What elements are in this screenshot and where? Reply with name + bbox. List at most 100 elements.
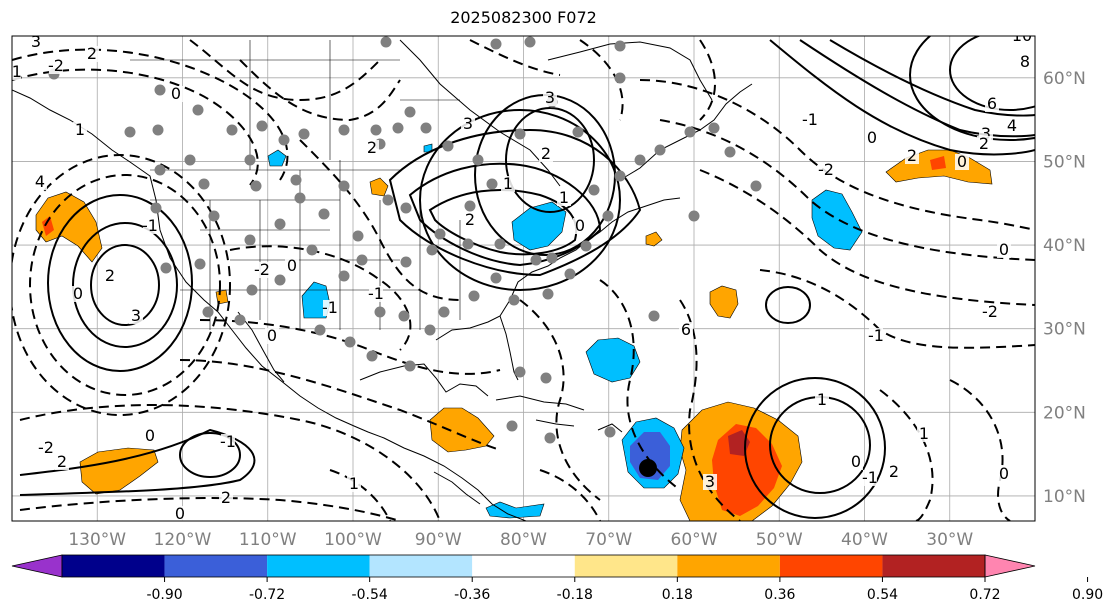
contour-label-bg <box>703 474 717 490</box>
station-marker <box>400 256 412 268</box>
contour-label-bg <box>985 96 999 112</box>
latitude-labels: 60°N 50°N 40°N 30°N 20°N 10°N <box>1043 69 1086 507</box>
contour-label: 3 <box>131 306 141 325</box>
colorbar-box <box>677 555 780 577</box>
station-marker <box>380 36 392 48</box>
station-marker <box>202 306 214 318</box>
contour-solid <box>829 39 1035 117</box>
station-marker <box>580 240 592 252</box>
station-marker <box>154 164 166 176</box>
contour-solid <box>765 286 811 324</box>
station-marker <box>602 210 614 222</box>
contour-dashed <box>599 279 681 491</box>
station-marker <box>124 126 136 138</box>
station-marker <box>572 126 584 138</box>
station-marker <box>374 306 386 318</box>
station-marker <box>274 218 286 230</box>
contour-dashed <box>519 299 601 501</box>
colorbar-tick-label: 0.36 <box>764 587 795 603</box>
colorbar-tick-label: 0.18 <box>662 587 693 603</box>
contour-label: 0 <box>287 256 297 275</box>
station-marker <box>226 124 238 136</box>
contour-dashed <box>199 319 501 375</box>
station-marker <box>150 202 162 214</box>
contour-label: 0 <box>175 504 185 523</box>
station-marker <box>542 288 554 300</box>
station-marker <box>546 252 558 264</box>
station-marker <box>154 84 166 96</box>
station-marker <box>246 284 258 296</box>
colorbar-tick-label: -0.36 <box>454 587 490 603</box>
longitude-tick-label: 90°W <box>415 530 462 550</box>
contour-label: 0 <box>867 128 877 147</box>
station-marker <box>234 314 246 326</box>
contour-label-bg <box>983 304 997 320</box>
colorbar-extend-low <box>11 554 63 578</box>
colorbar-box <box>369 555 473 577</box>
longitude-tick-label: 80°W <box>500 530 547 550</box>
contour-solid <box>949 36 1035 111</box>
contour-label: -1 <box>220 432 236 451</box>
longitude-tick-label: 40°W <box>841 530 888 550</box>
station-marker <box>508 294 520 306</box>
negative-anomaly-patch <box>423 143 433 153</box>
longitude-tick-label: 120°W <box>154 530 212 550</box>
station-marker <box>338 270 350 282</box>
contour-label-bg <box>285 258 299 274</box>
positive-anomaly-patch <box>645 231 663 247</box>
contour-label-bg <box>12 64 21 80</box>
station-marker <box>198 178 210 190</box>
colorbar-box <box>164 555 268 577</box>
contour-label-bg <box>977 136 991 152</box>
station-marker <box>366 350 378 362</box>
contour-label: 3 <box>705 472 715 491</box>
map-border <box>11 35 1036 522</box>
station-marker <box>634 154 646 166</box>
longitude-tick-label: 50°W <box>756 530 803 550</box>
contour-solid <box>179 432 241 478</box>
station-marker <box>256 120 268 132</box>
contour-label: 2 <box>87 44 97 63</box>
colorbar-extend-high <box>984 554 1036 578</box>
latitude-tick-label: 20°N <box>1043 403 1086 423</box>
contour-label: 0 <box>999 464 1009 483</box>
station-marker <box>294 192 306 204</box>
station-marker <box>400 202 412 214</box>
contour-label: 1 <box>75 120 85 139</box>
contour-label: 0 <box>267 326 277 345</box>
contour-label: 2 <box>979 134 989 153</box>
contour-solid <box>388 128 642 277</box>
contour-dashed <box>299 139 461 301</box>
contour-lines-dashed <box>12 39 1035 521</box>
contour-dashed <box>12 68 259 186</box>
contour-label-bg <box>905 148 919 164</box>
longitude-tick-label: 110°W <box>239 530 297 550</box>
station-marker <box>370 124 382 136</box>
station-marker <box>604 426 616 438</box>
contour-label: 1 <box>503 174 513 193</box>
contour-solid <box>90 244 160 326</box>
contour-label-bg <box>917 426 931 442</box>
strong-positive-anomaly-patch <box>42 216 54 236</box>
contour-label-bg <box>501 176 515 192</box>
contour-label-bg <box>369 286 383 302</box>
contour-label: 2 <box>367 138 377 157</box>
station-marker <box>588 184 600 196</box>
contour-label-bg <box>815 392 829 408</box>
station-marker <box>338 124 350 136</box>
station-marker <box>472 154 484 166</box>
station-marker <box>152 124 164 136</box>
contour-label: 0 <box>851 452 861 471</box>
contour-label-bg <box>129 308 143 324</box>
station-marker <box>208 210 220 222</box>
map-title: 2025082300 F072 <box>450 8 597 27</box>
station-marker <box>564 268 576 280</box>
station-marker <box>524 36 536 48</box>
contour-label-bg <box>49 58 63 74</box>
station-marker <box>404 106 416 118</box>
contour-label: 0 <box>145 426 155 445</box>
station-marker <box>468 290 480 302</box>
contour-label-bg <box>143 428 157 444</box>
